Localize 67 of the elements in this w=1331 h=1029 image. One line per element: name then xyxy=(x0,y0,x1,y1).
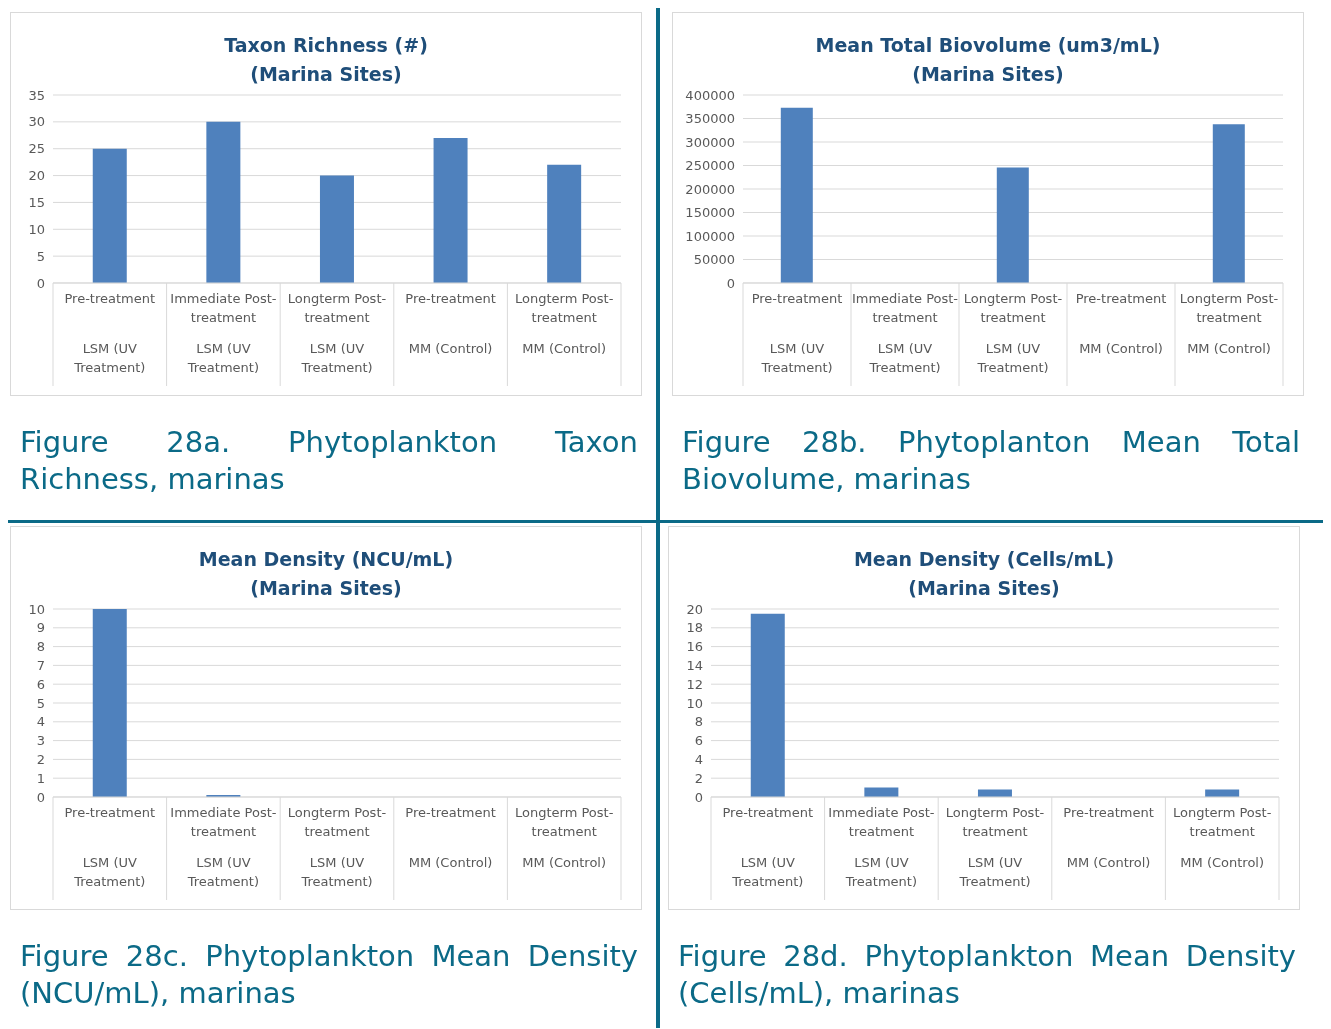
y-tick-label: 300000 xyxy=(685,134,735,150)
category-label: Immediate Post-treatment LSM (UV Treatment) xyxy=(828,805,935,889)
chart-title: Mean Density (Cells/mL) (Marina Sites) xyxy=(852,547,1116,601)
y-tick-label: 200000 xyxy=(685,181,735,197)
y-tick-label: 8 xyxy=(694,714,703,730)
y-tick-label: 15 xyxy=(28,195,45,211)
category-label: Longterm Post-treatment LSM (UV Treatment) xyxy=(287,291,387,375)
y-tick-label: 7 xyxy=(36,658,45,674)
y-tick-label: 0 xyxy=(726,275,735,291)
category-label: Pre-treatment LSM (UV Treatment) xyxy=(722,805,814,889)
y-tick-label: 4 xyxy=(36,714,45,730)
y-tick-label: 150000 xyxy=(685,205,735,221)
caption: Figure 28d. Phytoplankton Mean Density (Cells/mL), marinas xyxy=(678,938,1296,1012)
y-tick-label: 1 xyxy=(36,770,45,786)
y-tick-label: 6 xyxy=(694,733,703,749)
category-label: Longterm Post-treatment MM (Control) xyxy=(1173,805,1272,870)
category-label: Longterm Post-treatment LSM (UV Treatment) xyxy=(963,291,1063,375)
category-label: Pre-treatment LSM (UV Treatment) xyxy=(64,291,156,375)
y-tick-label: 12 xyxy=(686,676,703,692)
y-tick-label: 2 xyxy=(36,752,45,768)
y-tick-label: 9 xyxy=(36,620,45,636)
y-tick-label: 20 xyxy=(686,601,703,617)
caption: Figure 28b. Phytoplanton Mean Total Biovolume, marinas xyxy=(682,424,1300,498)
category-label: Immediate Post-treatment LSM (UV Treatment) xyxy=(170,291,277,375)
y-tick-label: 14 xyxy=(686,658,703,674)
y-tick-label: 30 xyxy=(28,114,45,130)
y-tick-label: 400000 xyxy=(685,87,735,103)
y-tick-label: 10 xyxy=(28,601,45,617)
category-label: Longterm Post-treatment MM (Control) xyxy=(515,291,614,356)
y-tick-label: 10 xyxy=(28,221,45,237)
y-tick-label: 350000 xyxy=(685,111,735,127)
y-tick-label: 10 xyxy=(686,695,703,711)
caption: Figure 28a. Phytoplankton Taxon Richness, marinas xyxy=(20,424,638,498)
y-tick-label: 16 xyxy=(686,639,703,655)
y-tick-label: 3 xyxy=(36,733,45,749)
y-tick-label: 5 xyxy=(36,695,45,711)
category-label: Immediate Post-treatment LSM (UV Treatment) xyxy=(170,805,277,889)
category-label: Longterm Post-treatment LSM (UV Treatment) xyxy=(945,805,1045,889)
category-label: Immediate Post-treatment LSM (UV Treatment) xyxy=(851,291,959,375)
y-tick-label: 20 xyxy=(28,168,45,184)
category-label: Pre-treatment MM (Control) xyxy=(405,291,496,356)
y-tick-label: 6 xyxy=(36,676,45,692)
y-tick-label: 100000 xyxy=(685,228,735,244)
category-label: Pre-treatment MM (Control) xyxy=(405,805,496,870)
y-tick-label: 8 xyxy=(36,639,45,655)
y-tick-label: 50000 xyxy=(693,252,735,268)
category-label: Pre-treatment MM (Control) xyxy=(1063,805,1154,870)
y-tick-label: 0 xyxy=(694,789,703,805)
y-tick-label: 0 xyxy=(36,275,45,291)
category-label: Longterm Post-treatment LSM (UV Treatment) xyxy=(287,805,387,889)
y-tick-label: 4 xyxy=(694,752,703,768)
chart-title: Taxon Richness (#) (Marina Sites) xyxy=(223,33,429,87)
category-label: Longterm Post-treatment MM (Control) xyxy=(515,805,614,870)
category-label: Pre-treatment LSM (UV Treatment) xyxy=(751,291,843,375)
category-label: Pre-treatment LSM (UV Treatment) xyxy=(64,805,156,889)
y-tick-label: 0 xyxy=(36,789,45,805)
category-label: Longterm Post-treatment MM (Control) xyxy=(1179,291,1279,356)
y-tick-label: 25 xyxy=(28,141,45,157)
y-tick-label: 2 xyxy=(694,770,703,786)
chart-title: Mean Density (NCU/mL) (Marina Sites) xyxy=(197,547,455,601)
category-label: Pre-treatment MM (Control) xyxy=(1075,291,1167,356)
caption: Figure 28c. Phytoplankton Mean Density (NCU/mL), marinas xyxy=(20,938,638,1012)
y-tick-label: 250000 xyxy=(685,158,735,174)
y-tick-label: 5 xyxy=(36,248,45,264)
chart-title: Mean Total Biovolume (um3/mL) (Marina Sites) xyxy=(814,33,1162,87)
y-tick-label: 35 xyxy=(28,87,45,103)
y-tick-label: 18 xyxy=(686,620,703,636)
